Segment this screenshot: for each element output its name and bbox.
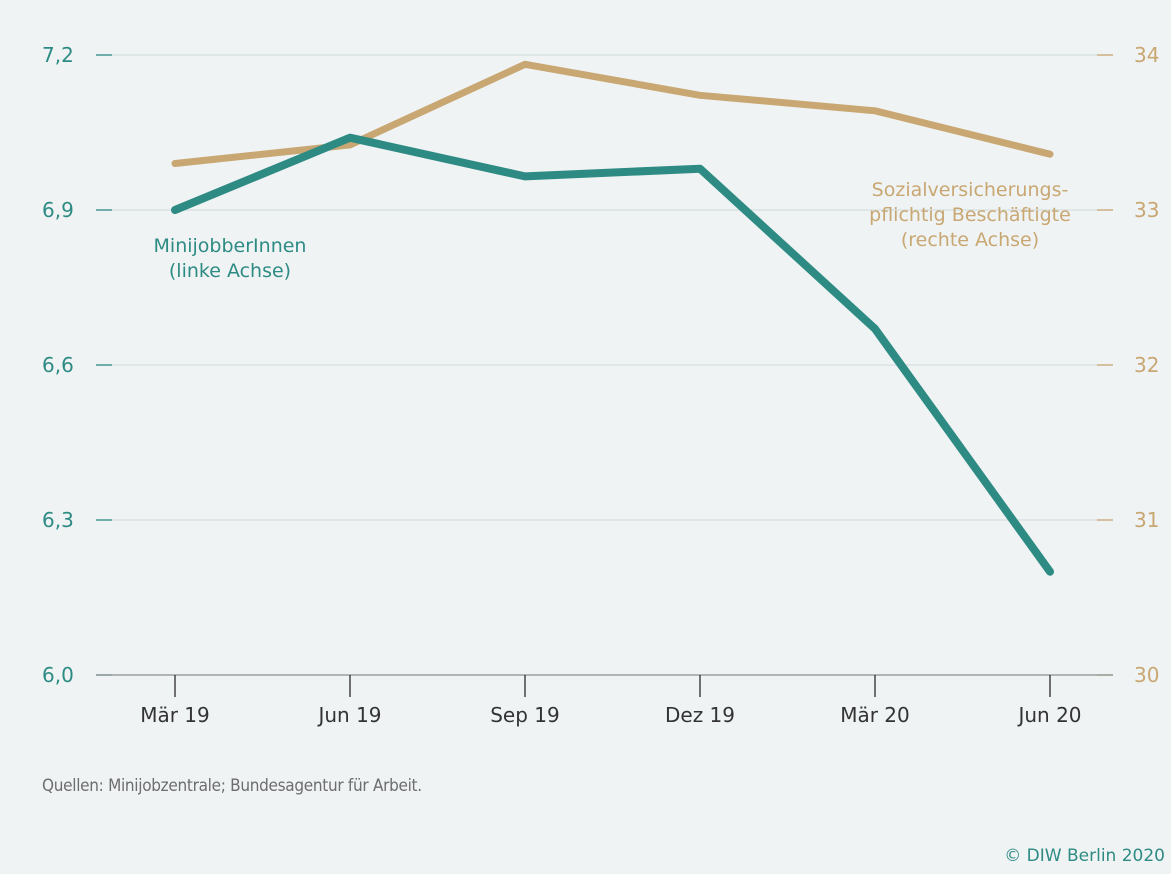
y-right-tick-label: 33 <box>1134 198 1159 222</box>
y-right-tick-label: 32 <box>1134 353 1159 377</box>
series-line-sozialversichert <box>171 60 1054 167</box>
y-right-tick-label: 34 <box>1134 43 1159 67</box>
copyright-note: © DIW Berlin 2020 <box>1004 846 1165 866</box>
x-tick-label: Mär 20 <box>840 703 910 727</box>
y-left-tick-label: 7,2 <box>42 43 74 67</box>
y-right-tick-label: 31 <box>1134 508 1159 532</box>
series-label-minijobber: MinijobberInnen (linke Achse) <box>154 235 307 282</box>
source-note: Quellen: Minijobzentrale; Bundesagentur … <box>42 776 422 796</box>
y-left-tick-label: 6,6 <box>42 353 74 377</box>
x-tick-label: Dez 19 <box>665 703 735 727</box>
series-line-minijobber <box>171 133 1054 576</box>
series-label-sozialversichert: Sozialversicherungs-pflichtig Beschäftig… <box>869 179 1071 251</box>
y-left-tick-label: 6,9 <box>42 198 74 222</box>
y-left-tick-label: 6,0 <box>42 663 74 687</box>
x-tick-label: Jun 19 <box>316 703 381 727</box>
x-tick-label: Sep 19 <box>490 703 560 727</box>
x-tick-label: Jun 20 <box>1016 703 1081 727</box>
y-right-tick-label: 30 <box>1134 663 1159 687</box>
y-left-tick-label: 6,3 <box>42 508 74 532</box>
x-tick-label: Mär 19 <box>140 703 210 727</box>
